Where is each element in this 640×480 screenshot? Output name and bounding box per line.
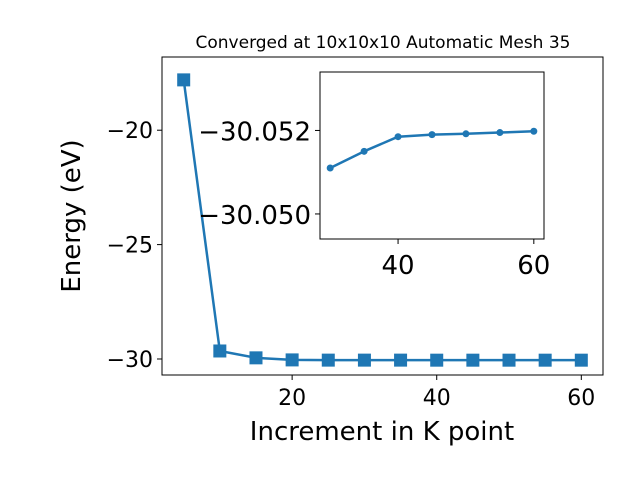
- main-axes-frame: [161, 56, 604, 376]
- data-point-marker: [428, 131, 436, 139]
- x-tick-label: 40: [382, 251, 415, 281]
- data-point-marker: [326, 164, 334, 172]
- main-y-ticks: −20 −25 −30: [107, 119, 162, 373]
- main-plot: Converged at 10x10x10 Automatic Mesh 35 …: [57, 33, 604, 447]
- inset-series: [326, 127, 538, 172]
- data-point-marker: [360, 147, 368, 155]
- data-point-marker: [249, 351, 263, 365]
- y-axis-label: Energy (eV): [57, 139, 87, 292]
- data-point-marker: [496, 129, 504, 137]
- y-tick-label: −20: [107, 119, 153, 144]
- data-point-marker: [502, 353, 516, 367]
- x-tick-label: 60: [567, 386, 595, 411]
- x-tick-label: 60: [517, 251, 550, 281]
- y-tick-label: −30.052: [198, 117, 311, 147]
- x-tick-label: 40: [423, 386, 451, 411]
- data-point-marker: [538, 353, 552, 367]
- data-point-marker: [357, 353, 371, 367]
- data-point-marker: [462, 130, 470, 138]
- chart-title: Converged at 10x10x10 Automatic Mesh 35: [196, 33, 571, 53]
- x-axis-label: Increment in K point: [250, 417, 514, 447]
- y-tick-label: −25: [107, 234, 153, 259]
- inset-plot: 40 60 −30.052 −30.050: [198, 71, 550, 281]
- y-tick-label: −30: [107, 348, 153, 373]
- data-point-marker: [177, 73, 191, 87]
- inset-x-ticks: 40 60: [382, 239, 550, 281]
- data-point-marker: [285, 353, 299, 367]
- data-point-marker: [213, 344, 227, 358]
- data-point-marker: [466, 353, 480, 367]
- data-point-marker: [574, 353, 588, 367]
- data-point-marker: [321, 353, 335, 367]
- data-point-marker: [394, 133, 402, 141]
- x-tick-label: 20: [278, 386, 306, 411]
- data-point-marker: [530, 127, 538, 135]
- inset-y-ticks: −30.052 −30.050: [198, 117, 320, 231]
- data-point-marker: [394, 353, 408, 367]
- main-x-ticks: 20 40 60: [278, 375, 595, 411]
- y-tick-label: −30.050: [198, 201, 311, 231]
- main-series: [177, 73, 588, 367]
- inset-axes-frame: [319, 71, 545, 240]
- data-point-marker: [430, 353, 444, 367]
